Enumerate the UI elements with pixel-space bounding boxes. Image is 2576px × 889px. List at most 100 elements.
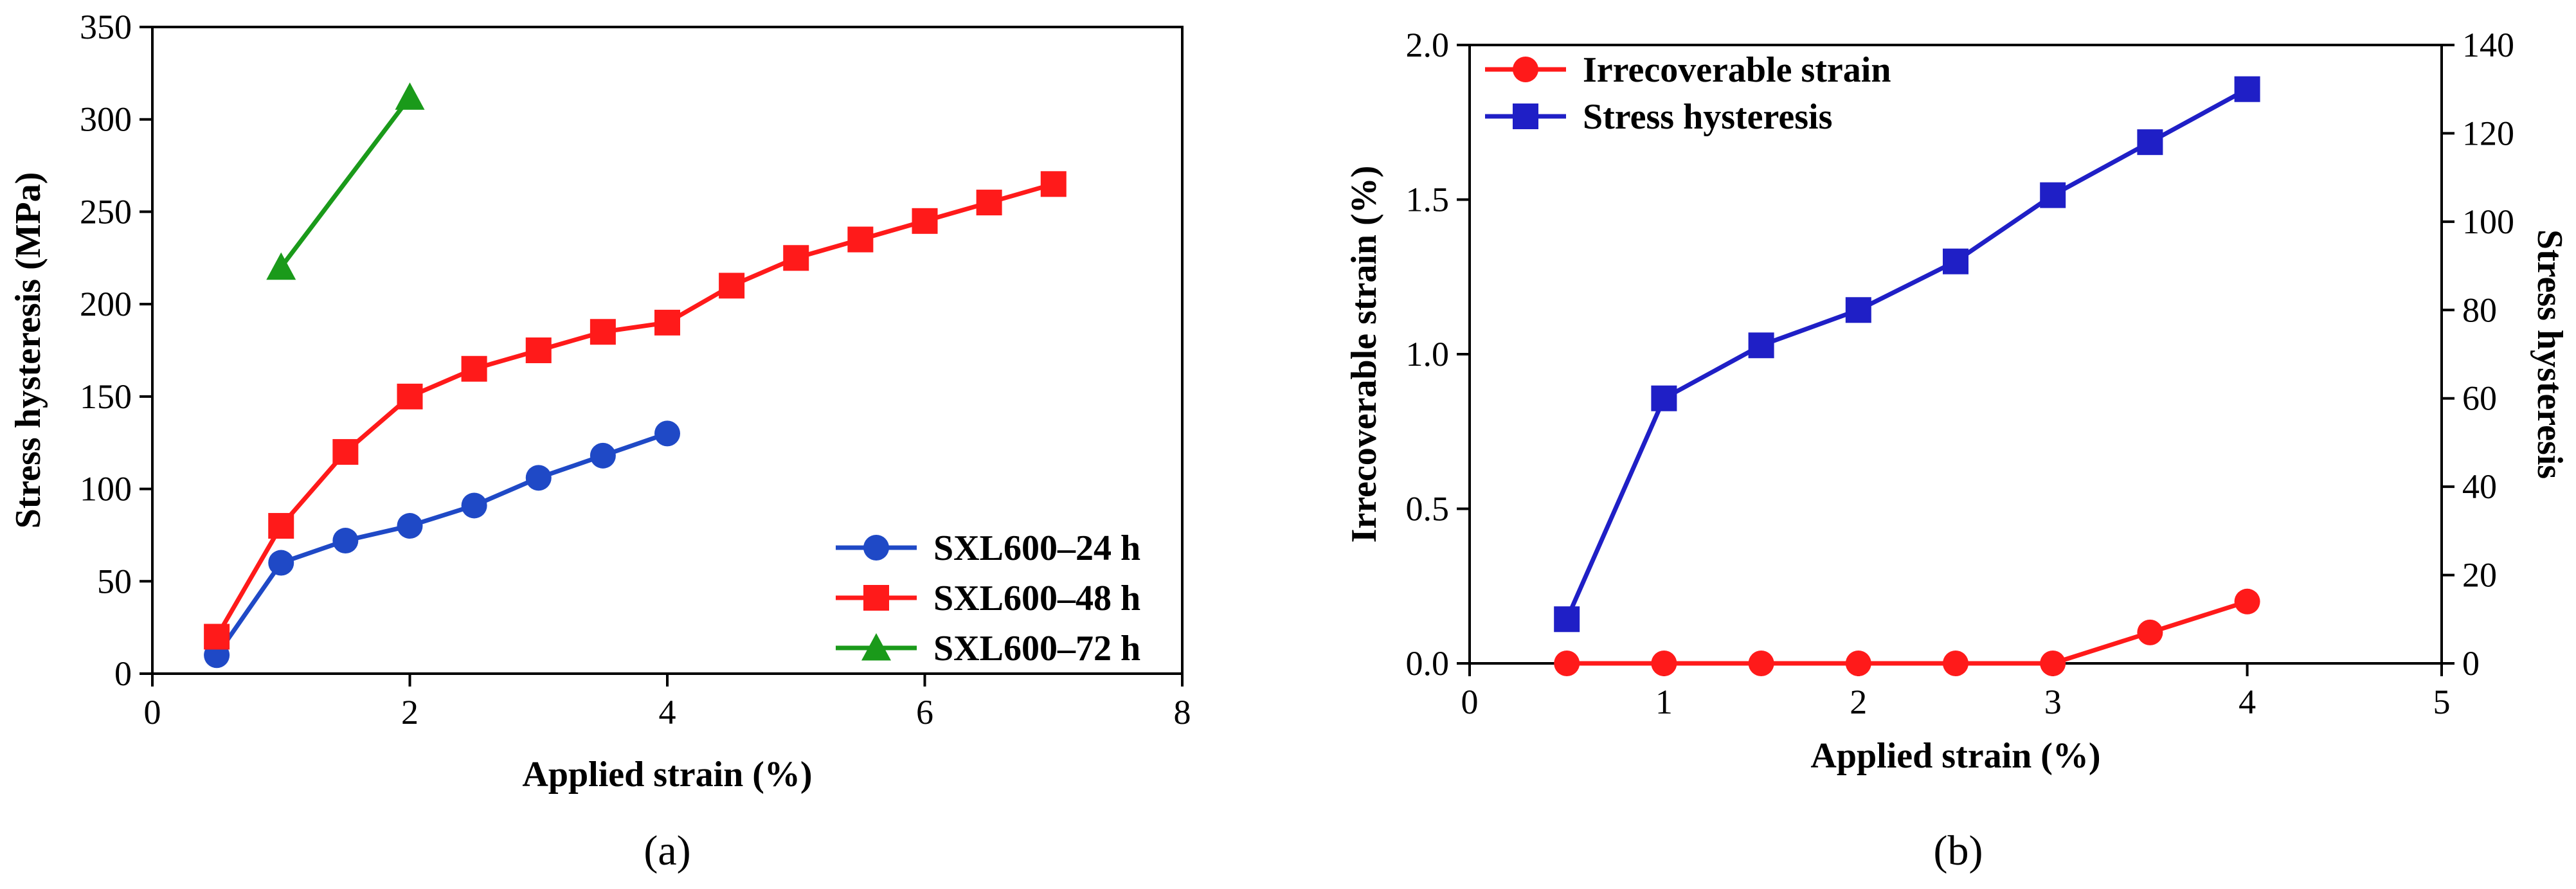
data-point	[1943, 651, 1968, 676]
y-tick-label: 350	[80, 8, 132, 46]
legend-marker	[863, 585, 889, 611]
x-tick-label: 0	[144, 693, 161, 732]
y2-tick-label: 20	[2462, 556, 2497, 595]
y-tick-label: 1.5	[1406, 181, 1450, 219]
y2-tick-label: 140	[2462, 26, 2514, 64]
data-point	[1845, 651, 1871, 676]
data-point	[2040, 651, 2066, 676]
plot-frame	[151, 26, 1184, 675]
data-point	[1845, 297, 1871, 323]
series-1	[204, 420, 680, 669]
legend-entry: SXL600–72 h	[836, 629, 1140, 669]
data-point	[332, 439, 359, 465]
data-point	[1943, 248, 1968, 274]
legend-entry: Stress hysteresis	[1485, 97, 1832, 137]
data-point	[783, 245, 809, 271]
plot-frame	[1468, 44, 2443, 665]
y-tick-label: 100	[80, 470, 132, 508]
y2-axis-label: Stress hysteresis	[2530, 229, 2570, 479]
y-tick-label: 150	[80, 377, 132, 416]
y-tick-label: 250	[80, 192, 132, 231]
data-point	[847, 226, 874, 253]
legend-marker	[861, 633, 891, 661]
data-point	[525, 337, 552, 363]
data-point	[525, 465, 552, 491]
data-point	[461, 355, 487, 382]
data-point	[204, 624, 230, 650]
legend-entry: SXL600–48 h	[836, 579, 1140, 618]
legend-label: SXL600–24 h	[933, 528, 1140, 568]
x-tick-label: 6	[916, 693, 933, 732]
series-2	[1554, 76, 2260, 633]
data-point	[461, 492, 487, 519]
legend-label: SXL600–48 h	[933, 579, 1140, 618]
x-axis-label: Applied strain (%)	[522, 755, 812, 795]
y-tick-label: 2.0	[1406, 26, 1450, 64]
data-point	[590, 442, 616, 469]
legend-label: Stress hysteresis	[1583, 97, 1832, 137]
y2-tick-label: 0	[2462, 644, 2480, 683]
y2-tick-label: 60	[2462, 379, 2497, 418]
y-tick-label: 50	[97, 562, 132, 600]
legend-marker	[1513, 57, 1538, 82]
data-point	[1554, 651, 1580, 676]
series-line	[279, 96, 412, 269]
data-point	[268, 550, 294, 576]
legend-entry: SXL600–24 h	[836, 528, 1140, 568]
data-point	[976, 190, 1002, 216]
y-axis-label: Stress hysteresis (MPa)	[8, 172, 48, 529]
data-point	[1748, 651, 1774, 676]
chart-a: 0 2 4 6 8 0 50 100 150 200 250 300 350 Applied strain…	[8, 8, 1191, 874]
legend-entry: Irrecoverable strain	[1485, 50, 1891, 90]
y-tick-label: 0	[114, 654, 132, 693]
x-tick-label: 4	[659, 693, 676, 732]
legend-label: Irrecoverable strain	[1583, 50, 1891, 90]
y2-tick-label: 120	[2462, 114, 2514, 152]
data-point	[912, 208, 938, 234]
x-tick-label: 3	[2044, 683, 2062, 721]
x-tick-label: 2	[401, 693, 419, 732]
legend-marker	[1513, 103, 1538, 129]
x-tick-label: 1	[1655, 683, 1673, 721]
series-line	[1564, 87, 2249, 620]
data-point	[719, 273, 745, 299]
series-line	[1567, 599, 2248, 666]
data-point	[2137, 619, 2163, 645]
y2-tick-label: 80	[2462, 291, 2497, 329]
data-point	[1040, 171, 1067, 197]
chart-b: 0 1 2 3 4 5 0.0 0.5 1.0 1.5 2.0 0 20 40 60 80 100 120 140 A…	[1344, 26, 2570, 874]
data-point	[2137, 129, 2163, 156]
y-tick-label: 0.5	[1406, 490, 1450, 528]
legend-label: SXL600–72 h	[933, 629, 1140, 669]
data-point	[2040, 182, 2066, 208]
y-tick-label: 0.0	[1406, 644, 1450, 683]
data-point	[2234, 76, 2260, 102]
x-axis-label: Applied strain (%)	[1810, 736, 2100, 776]
series-2	[204, 171, 1067, 650]
legend-marker	[863, 535, 889, 561]
x-tick-label: 8	[1174, 693, 1191, 732]
y-axis-label: Irrecoverable strain (%)	[1344, 166, 1384, 543]
caption: (b)	[1934, 827, 1983, 874]
series-3	[266, 82, 425, 280]
y-tick-label: 200	[80, 285, 132, 323]
caption: (a)	[644, 827, 690, 874]
data-point	[395, 82, 425, 110]
y2-tick-label: 100	[2462, 202, 2514, 241]
series-line	[215, 181, 1054, 638]
data-point	[1651, 385, 1677, 411]
data-point	[266, 252, 296, 280]
x-tick-label: 2	[1850, 683, 1867, 721]
data-point	[2234, 588, 2260, 615]
x-tick-label: 5	[2433, 683, 2451, 721]
data-point	[397, 513, 423, 539]
data-point	[654, 420, 680, 447]
series-1	[1554, 588, 2260, 676]
data-point	[332, 528, 359, 554]
data-point	[1651, 651, 1677, 676]
y-tick-label: 300	[80, 100, 132, 139]
x-tick-label: 0	[1461, 683, 1479, 721]
data-point	[1554, 606, 1580, 633]
x-tick-label: 4	[2238, 683, 2256, 721]
